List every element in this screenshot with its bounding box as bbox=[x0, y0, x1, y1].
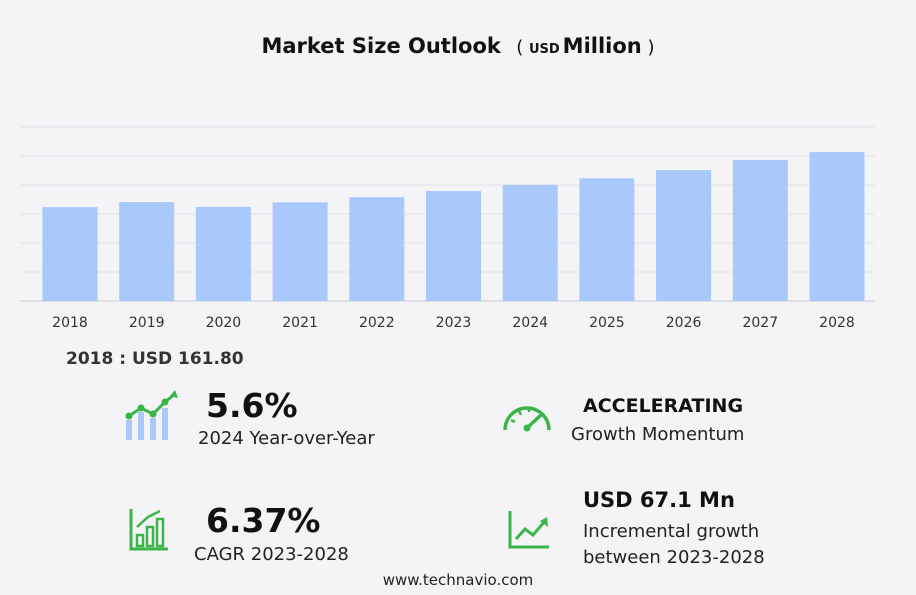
growth-chart-icon bbox=[128, 507, 170, 557]
footer-site: www.technavio.com bbox=[382, 571, 534, 589]
chart-title: Market Size Outlook ( USD Million ) bbox=[0, 34, 916, 58]
title-main: Market Size Outlook bbox=[261, 34, 501, 58]
bar-2018 bbox=[42, 207, 98, 301]
bar-2026 bbox=[656, 170, 712, 301]
bar-2025 bbox=[579, 178, 635, 301]
x-tick-label-2024: 2024 bbox=[512, 315, 548, 331]
title-unit-currency: USD bbox=[528, 42, 560, 57]
momentum-caption: Growth Momentum bbox=[571, 424, 745, 445]
title-unit: ( USD Million ) bbox=[516, 34, 655, 58]
line-bar-chart-icon bbox=[122, 390, 180, 448]
x-tick-label-2025: 2025 bbox=[589, 315, 625, 331]
x-tick-label-2023: 2023 bbox=[436, 315, 472, 331]
bar-2021 bbox=[272, 202, 328, 301]
x-tick-label-2028: 2028 bbox=[819, 315, 855, 331]
incremental-caption-line1: Incremental growth bbox=[583, 521, 760, 542]
trend-up-icon bbox=[507, 509, 551, 555]
x-tick-label-2027: 2027 bbox=[742, 315, 778, 331]
x-tick-label-2026: 2026 bbox=[666, 315, 702, 331]
momentum-value: ACCELERATING bbox=[583, 395, 744, 417]
yoy-caption: 2024 Year-over-Year bbox=[198, 428, 375, 449]
title-unit-word: Million bbox=[562, 34, 642, 58]
x-tick-label-2021: 2021 bbox=[282, 315, 318, 331]
base-year-label: 2018 : USD 161.80 bbox=[66, 349, 244, 369]
x-tick-label-2022: 2022 bbox=[359, 315, 395, 331]
bar-2019 bbox=[119, 202, 175, 301]
incremental-caption-line2: between 2023-2028 bbox=[583, 547, 765, 568]
x-tick-label-2019: 2019 bbox=[129, 315, 165, 331]
x-tick-label-2018: 2018 bbox=[52, 315, 88, 331]
yoy-value: 5.6% bbox=[206, 386, 298, 425]
cagr-value: 6.37% bbox=[206, 501, 321, 540]
bar-2020 bbox=[195, 206, 251, 301]
cagr-caption: CAGR 2023-2028 bbox=[194, 544, 349, 565]
bar-chart: 2018 2019 2020 2021 2022 2023 2024 2025 2026 2027… bbox=[20, 126, 875, 331]
x-tick-label-2020: 2020 bbox=[206, 315, 242, 331]
speedometer-icon bbox=[500, 398, 554, 438]
bar-2023 bbox=[426, 191, 481, 301]
bar-2022 bbox=[349, 197, 405, 301]
bar-2027 bbox=[732, 160, 788, 301]
incremental-value: USD 67.1 Mn bbox=[583, 488, 735, 512]
bar-2028 bbox=[809, 152, 865, 301]
bar-2024 bbox=[502, 184, 558, 301]
